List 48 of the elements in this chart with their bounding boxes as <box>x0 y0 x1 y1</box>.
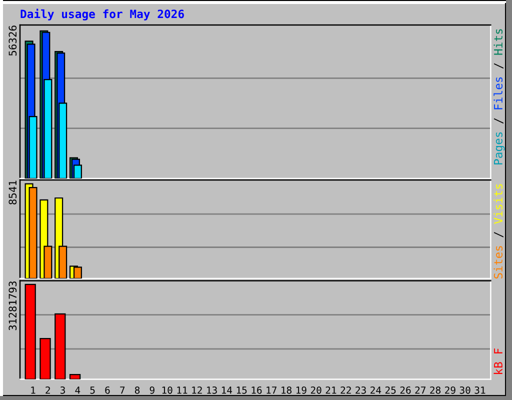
x-tick-label: 27 <box>415 386 426 394</box>
x-tick-label: 22 <box>340 386 351 394</box>
x-tick-label: 7 <box>120 386 125 394</box>
x-tick-label: 17 <box>266 386 276 394</box>
x-tick-label: 3 <box>60 386 65 394</box>
text: / <box>494 118 504 124</box>
text: / <box>494 63 504 69</box>
x-tick-label: 31 <box>474 386 486 394</box>
chart-title: Daily usage for May 2026 <box>20 8 184 20</box>
x-tick-label: 11 <box>177 386 188 394</box>
x-tick-label: 12 <box>192 386 202 394</box>
bar <box>54 313 66 380</box>
x-tick-label: 14 <box>222 386 232 394</box>
bar <box>69 374 81 380</box>
x-tick-label: 1 <box>31 386 36 394</box>
x-tick-label: 25 <box>385 386 396 394</box>
x-tick-label: 29 <box>445 386 456 394</box>
y-axis-title: 8541 <box>8 180 17 204</box>
x-tick-label: 9 <box>150 386 154 394</box>
x-tick-label: 10 <box>162 386 172 394</box>
x-tick-label: 20 <box>310 386 322 394</box>
y-axis-title: 31281793 <box>8 281 17 330</box>
x-tick-label: 19 <box>296 386 306 394</box>
text: Pages <box>494 132 505 164</box>
x-tick-label: 24 <box>370 386 382 394</box>
x-tick-label: 23 <box>356 386 366 394</box>
bar <box>24 284 36 380</box>
x-tick-label: 6 <box>105 386 110 394</box>
x-tick-label: 5 <box>90 386 95 394</box>
x-tick-label: 16 <box>252 386 262 394</box>
text: / <box>494 232 504 238</box>
x-tick-label: 13 <box>207 386 217 394</box>
text: Files <box>494 77 503 110</box>
bar <box>40 338 51 380</box>
text: Visits <box>494 184 503 224</box>
text: kB F <box>494 348 502 374</box>
x-tick-label: 26 <box>400 386 411 394</box>
text: Hits <box>494 29 503 55</box>
text: Sites <box>494 246 503 278</box>
x-tick-label: 30 <box>460 386 470 394</box>
x-tick-label: 2 <box>46 386 50 394</box>
x-tick-label: 21 <box>326 386 336 394</box>
x-tick-label: 15 <box>236 386 247 394</box>
x-tick-label: 28 <box>430 386 441 394</box>
x-tick-label: 18 <box>282 386 292 394</box>
x-tick-label: 8 <box>134 386 140 394</box>
y-axis-title: 56326 <box>8 26 17 56</box>
x-tick-label: 4 <box>75 386 80 394</box>
